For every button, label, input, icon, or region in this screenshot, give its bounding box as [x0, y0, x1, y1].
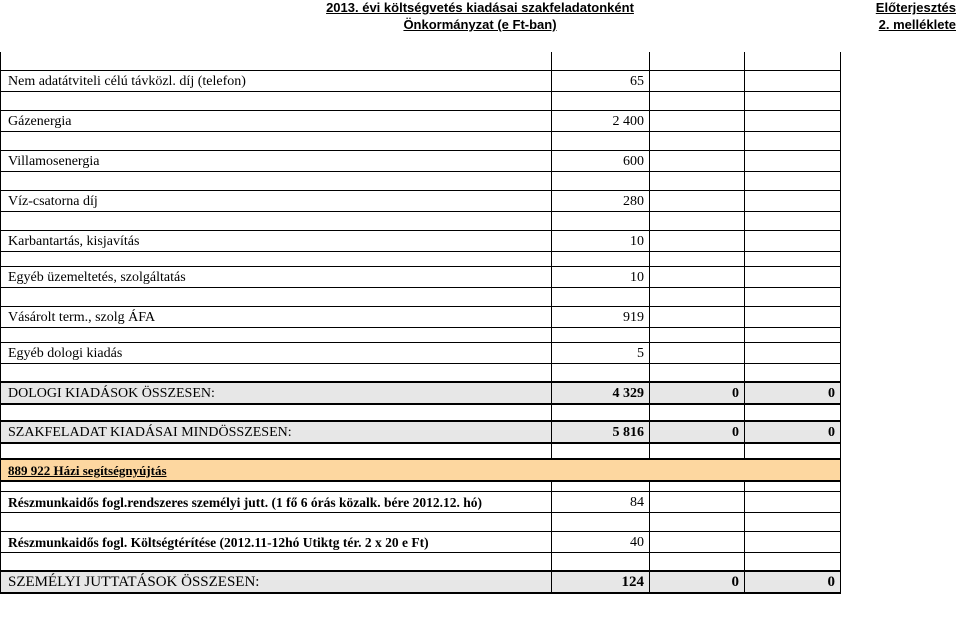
row-value-2 — [650, 110, 745, 132]
row-value-2: 0 — [650, 421, 745, 443]
row-value-2 — [650, 342, 745, 364]
row-value-3 — [745, 70, 841, 92]
row-value-3 — [745, 150, 841, 172]
row-value-2 — [650, 150, 745, 172]
row-value-3 — [745, 190, 841, 212]
row-value-2: 0 — [650, 571, 745, 593]
section-title: 889 922 Házi segítségnyújtás — [1, 459, 841, 481]
row-value-2 — [650, 266, 745, 288]
spacer-row — [0, 328, 841, 342]
row-value-1: 4 329 — [552, 382, 650, 404]
spreadsheet-table: Nem adatátviteli célú távközl. díj (tele… — [0, 52, 841, 594]
row-label: Egyéb üzemeltetés, szolgáltatás — [1, 266, 552, 288]
report-subtitle: Önkormányzat (e Ft-ban) — [403, 17, 557, 32]
szemelyi-total-row: SZEMÉLYI JUTTATÁSOK ÖSSZESEN: 124 0 0 — [0, 570, 841, 594]
table-row: Vásárolt term., szolg ÁFA 919 — [0, 306, 841, 328]
spacer-row — [0, 52, 841, 70]
annex-label: 2. melléklete — [878, 17, 956, 32]
spacer-row — [0, 513, 841, 531]
row-value-2 — [650, 230, 745, 252]
row-label: Gázenergia — [1, 110, 552, 132]
table-row: Víz-csatorna díj 280 — [0, 190, 841, 212]
spacer-row — [0, 288, 841, 306]
row-value-3 — [745, 531, 841, 553]
row-value-1: 10 — [552, 266, 650, 288]
table-row: Karbantartás, kisjavítás 10 — [0, 230, 841, 252]
row-value-3 — [745, 266, 841, 288]
row-value-3: 0 — [745, 571, 841, 593]
row-label: Víz-csatorna díj — [1, 190, 552, 212]
spacer-row — [0, 481, 841, 491]
row-value-1: 5 816 — [552, 421, 650, 443]
spacer-row — [0, 92, 841, 110]
row-value-2 — [650, 306, 745, 328]
table-row: Részmunkaidős fogl. Költségtérítése (201… — [0, 531, 841, 553]
row-value-3 — [745, 342, 841, 364]
spacer-row — [0, 443, 841, 459]
row-label: Nem adatátviteli célú távközl. díj (tele… — [1, 70, 552, 92]
spacer-row — [0, 553, 841, 571]
report-title: 2013. évi költségvetés kiadásai szakfela… — [326, 0, 634, 15]
table-row: Egyéb dologi kiadás 5 — [0, 342, 841, 364]
row-value-1: 84 — [552, 491, 650, 513]
row-value-1: 5 — [552, 342, 650, 364]
row-value-1: 280 — [552, 190, 650, 212]
spacer-row — [0, 252, 841, 266]
row-value-2 — [650, 70, 745, 92]
row-value-2 — [650, 491, 745, 513]
spacer-row — [0, 132, 841, 150]
grand-total-row: SZAKFELADAT KIADÁSAI MINDÖSSZESEN: 5 816… — [0, 420, 841, 444]
row-value-3 — [745, 230, 841, 252]
spacer-row — [0, 212, 841, 230]
table-row: Részmunkaidős fogl.rendszeres személyi j… — [0, 491, 841, 513]
row-label: SZEMÉLYI JUTTATÁSOK ÖSSZESEN: — [1, 571, 552, 593]
table-row: Gázenergia 2 400 — [0, 110, 841, 132]
spacer-row — [0, 404, 841, 421]
row-label: Részmunkaidős fogl. Költségtérítése (201… — [1, 531, 552, 553]
row-value-1: 40 — [552, 531, 650, 553]
row-value-3: 0 — [745, 421, 841, 443]
row-value-3 — [745, 491, 841, 513]
row-value-2: 0 — [650, 382, 745, 404]
spacer-row — [0, 364, 841, 382]
row-label: SZAKFELADAT KIADÁSAI MINDÖSSZESEN: — [1, 421, 552, 443]
table-row: Villamosenergia 600 — [0, 150, 841, 172]
row-label: Egyéb dologi kiadás — [1, 342, 552, 364]
row-value-2 — [650, 190, 745, 212]
row-value-1: 2 400 — [552, 110, 650, 132]
row-value-3: 0 — [745, 382, 841, 404]
header-right-label: Előterjesztés — [875, 0, 956, 15]
section-header-row: 889 922 Házi segítségnyújtás — [0, 458, 841, 482]
row-value-1: 919 — [552, 306, 650, 328]
row-value-1: 600 — [552, 150, 650, 172]
table-row: Nem adatátviteli célú távközl. díj (tele… — [0, 70, 841, 92]
row-value-3 — [745, 306, 841, 328]
dologi-total-row: DOLOGI KIADÁSOK ÖSSZESEN: 4 329 0 0 — [0, 381, 841, 405]
row-label: DOLOGI KIADÁSOK ÖSSZESEN: — [1, 382, 552, 404]
table-row: Egyéb üzemeltetés, szolgáltatás 10 — [0, 266, 841, 288]
row-label: Részmunkaidős fogl.rendszeres személyi j… — [1, 491, 552, 513]
row-value-3 — [745, 110, 841, 132]
row-value-1: 124 — [552, 571, 650, 593]
row-value-1: 65 — [552, 70, 650, 92]
row-label: Karbantartás, kisjavítás — [1, 230, 552, 252]
row-value-2 — [650, 531, 745, 553]
row-value-1: 10 — [552, 230, 650, 252]
row-label: Vásárolt term., szolg ÁFA — [1, 306, 552, 328]
row-label: Villamosenergia — [1, 150, 552, 172]
spacer-row — [0, 172, 841, 190]
